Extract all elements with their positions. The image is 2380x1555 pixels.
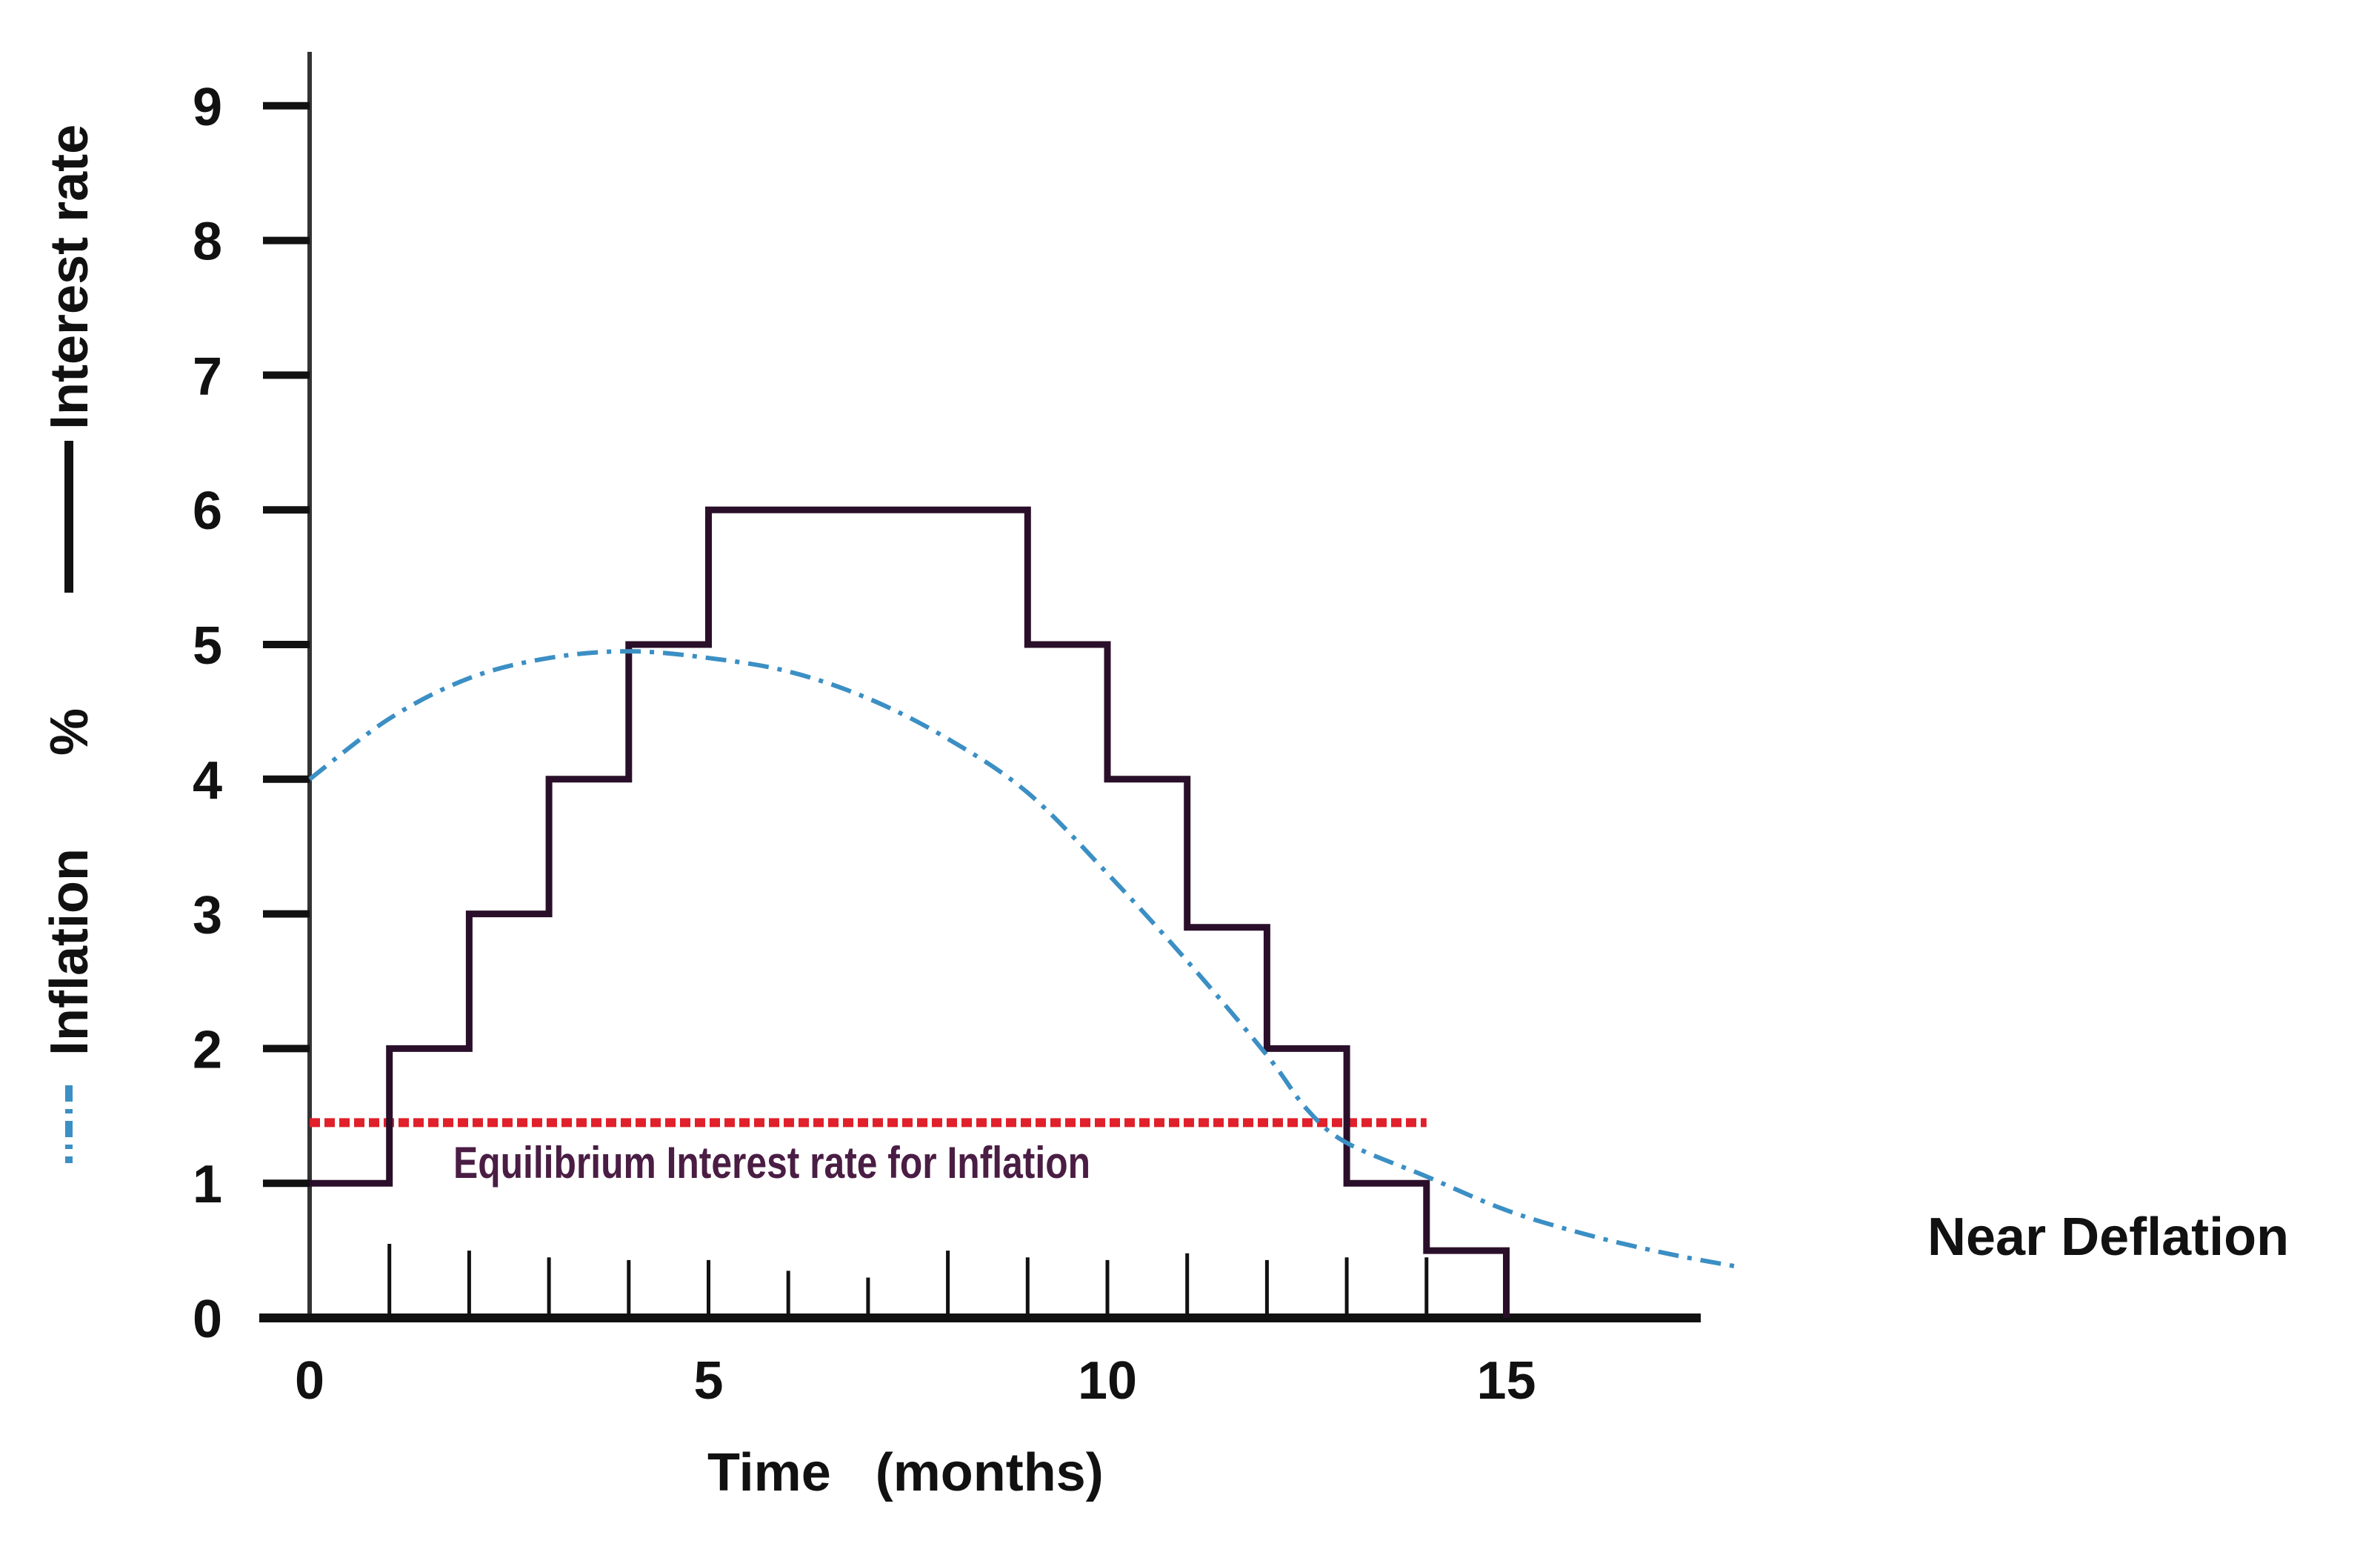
- y-tick-label: 4: [193, 751, 222, 810]
- y-tick-label: 8: [193, 213, 222, 272]
- x-minor-ticks: [387, 1244, 1508, 1318]
- equilibrium-label: Equilibrium Interest rate for Inflation: [453, 1138, 1090, 1188]
- y-tick-label: 0: [193, 1290, 222, 1349]
- y-tick-label: 5: [193, 616, 222, 676]
- y-tick-label: 2: [193, 1020, 222, 1079]
- y-tick-label: 1: [193, 1155, 222, 1214]
- interest-rate-step-line: [310, 506, 1510, 1318]
- x-tick-label: 0: [295, 1351, 324, 1411]
- y-title-percent: %: [40, 708, 99, 756]
- y-title-inflation: Inflation: [40, 848, 99, 1056]
- plot-area: [308, 506, 1739, 1318]
- y-title-interest-rate: Interest rate: [40, 124, 99, 430]
- y-axis-title: Interest rate % Inflation: [40, 124, 99, 1163]
- axes: 0 1 2 3 4 5 6 7 8 9 0 5 10 15: [193, 52, 1701, 1411]
- y-ticks: 0 1 2 3 4 5 6 7 8 9: [193, 78, 310, 1349]
- y-tick-label: 7: [193, 347, 222, 406]
- near-deflation-label: Near Deflation: [1927, 1208, 2289, 1267]
- y-tick-label: 9: [193, 78, 222, 137]
- x-axis-title: Time (months): [707, 1443, 1104, 1502]
- y-tick-label: 3: [193, 886, 222, 945]
- inflation-curve: [308, 649, 1739, 1269]
- x-tick-label: 5: [693, 1351, 723, 1411]
- x-tick-labels: 0 5 10 15: [295, 1351, 1536, 1411]
- x-tick-label: 15: [1476, 1351, 1536, 1411]
- x-tick-label: 10: [1078, 1351, 1137, 1411]
- y-tick-label: 6: [193, 482, 222, 541]
